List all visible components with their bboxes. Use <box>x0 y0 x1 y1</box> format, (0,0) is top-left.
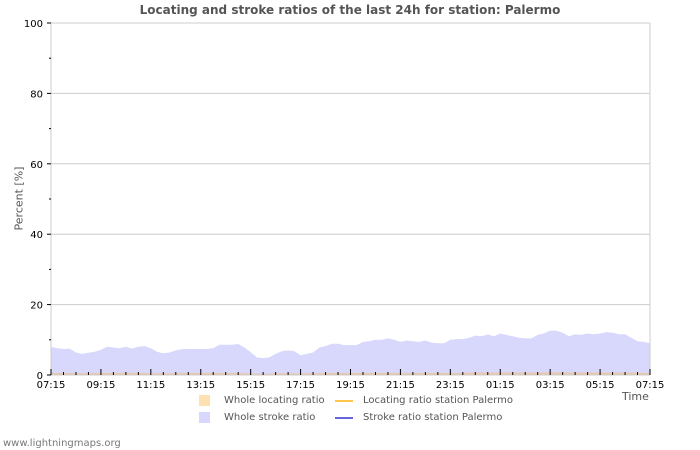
y-tick-label: 20 <box>30 301 43 312</box>
x-tick-label: 15:15 <box>236 380 265 391</box>
legend-label: Whole locating ratio <box>224 395 325 406</box>
legend-item-stroke-station[interactable]: Stroke ratio station Palermo <box>335 412 502 423</box>
x-tick-label: 11:15 <box>136 380 165 391</box>
chart-title: Locating and stroke ratios of the last 2… <box>139 3 561 17</box>
legend-label: Stroke ratio station Palermo <box>363 412 503 423</box>
x-axis-title: Time <box>622 390 649 403</box>
y-tick-label: 0 <box>37 371 43 382</box>
x-tick-label: 03:15 <box>536 380 565 391</box>
legend-item-locating-station[interactable]: Locating ratio station Palermo <box>335 395 513 406</box>
footer-site-link[interactable]: www.lightningmaps.org <box>3 438 121 449</box>
x-tick-label: 09:15 <box>87 380 116 391</box>
x-tick-label: 07:15 <box>636 380 665 391</box>
legend-swatch-stroke-station <box>335 416 353 419</box>
y-axis-ticks: 0 20 40 60 80 100 <box>24 19 51 382</box>
y-tick-label: 80 <box>30 89 43 100</box>
y-tick-label: 60 <box>30 160 43 171</box>
x-axis-ticks: 07:15 09:15 11:15 13:15 15:15 17:15 19:15 21:15… <box>37 369 665 391</box>
x-tick-label: 19:15 <box>336 380 365 391</box>
legend-item-whole-locating[interactable]: Whole locating ratio <box>199 395 325 406</box>
legend-swatch-locating-station <box>335 399 353 402</box>
legend-label: Locating ratio station Palermo <box>363 395 513 406</box>
x-tick-label: 13:15 <box>186 380 215 391</box>
legend-label: Whole stroke ratio <box>224 412 316 423</box>
legend-swatch-whole-locating <box>199 395 210 406</box>
legend-item-whole-stroke[interactable]: Whole stroke ratio <box>199 412 315 423</box>
legend-swatch-whole-stroke <box>199 412 210 423</box>
x-tick-label: 17:15 <box>286 380 315 391</box>
y-tick-label: 100 <box>24 19 43 30</box>
x-tick-label: 21:15 <box>386 380 415 391</box>
y-tick-label: 40 <box>30 230 43 241</box>
x-tick-label: 23:15 <box>436 380 465 391</box>
x-tick-label: 07:15 <box>37 380 66 391</box>
x-tick-label: 01:15 <box>486 380 515 391</box>
area-whole-stroke-ratio <box>51 330 650 375</box>
x-tick-label: 05:15 <box>586 380 615 391</box>
